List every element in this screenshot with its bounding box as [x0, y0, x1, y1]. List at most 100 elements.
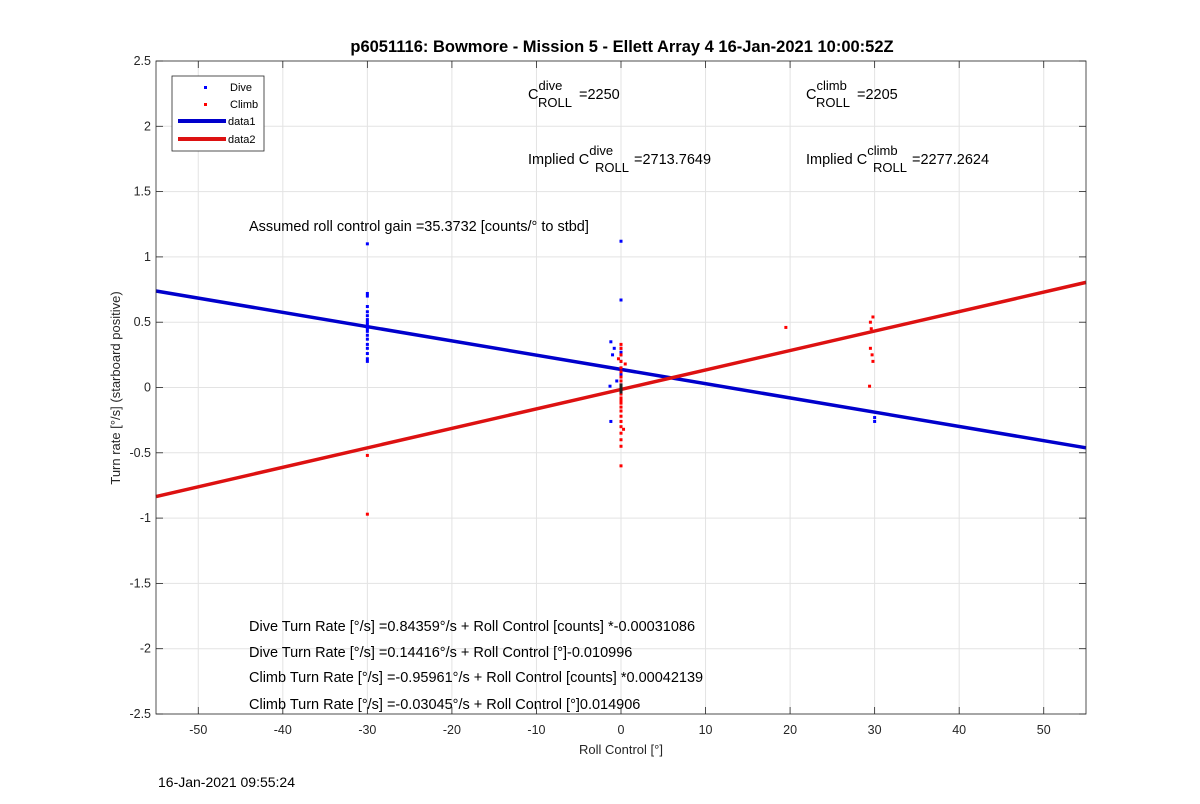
data-point-climb [868, 346, 872, 350]
data-point-climb [619, 375, 623, 379]
data-point-climb [868, 320, 872, 324]
y-tick-label: -2 [140, 642, 151, 656]
annotation-implied-dive-prefix: Implied C [528, 152, 589, 168]
data-point-dive [365, 346, 369, 350]
legend-label-data1: data1 [228, 116, 256, 128]
y-tick-label: 0.5 [134, 315, 151, 329]
data-point-climb [619, 431, 623, 435]
data-point-climb [619, 366, 623, 370]
annotation-implied-dive-sup: dive [589, 143, 613, 158]
data-point-dive [365, 342, 369, 346]
legend: Dive Climb data1 data2 [171, 75, 265, 152]
data-point-dive [619, 372, 623, 376]
annotation-implied-climb: Implied Cclimb ROLL =2277.2624 [806, 143, 989, 175]
data-point-climb [619, 399, 623, 403]
data-point-dive [365, 333, 369, 337]
data-point-climb [616, 357, 620, 361]
annotation-gain: Assumed roll control gain =35.3732 [coun… [249, 219, 589, 235]
annotation-c-climb-value: =2205 [857, 87, 898, 103]
data-point-climb [619, 464, 623, 468]
data-point-climb [619, 409, 623, 413]
data-point-dive [365, 310, 369, 314]
y-tick-label: -0.5 [129, 446, 151, 460]
x-tick-label: 20 [783, 723, 797, 737]
annotation-implied-climb-sub: ROLL [873, 160, 907, 175]
data-point-dive [609, 340, 613, 344]
chart-title: p6051116: Bowmore - Mission 5 - Ellett A… [350, 38, 893, 56]
annotation-implied-climb-value: =2277.2624 [912, 152, 989, 168]
data-point-climb [619, 342, 623, 346]
data-point-dive [619, 239, 623, 243]
data-point-dive [365, 337, 369, 341]
data-point-climb [619, 396, 623, 400]
annotation-c-climb-sup: climb [816, 78, 846, 93]
data-point-climb [619, 438, 623, 442]
y-tick-label: 0 [144, 381, 151, 395]
annotation-implied-dive-sub: ROLL [595, 160, 629, 175]
data-point-dive [365, 318, 369, 322]
data-point-climb [619, 346, 623, 350]
annotation-c-dive-sup: dive [538, 78, 562, 93]
data-point-climb [619, 359, 623, 363]
data-point-dive [365, 329, 369, 333]
data-points [365, 239, 877, 516]
y-axis-label: Turn rate [°/s] (starboard positive) [108, 291, 123, 484]
x-axis-label: Roll Control [°] [579, 742, 663, 757]
data-point-dive [365, 291, 369, 295]
data-point-dive [365, 305, 369, 309]
data-point-dive [365, 242, 369, 246]
data-point-dive [873, 416, 877, 420]
data-point-dive [365, 352, 369, 356]
x-tick-label: 40 [952, 723, 966, 737]
annotation-equation-4: Climb Turn Rate [°/s] =-0.03045°/s + Rol… [249, 697, 640, 713]
x-tick-label: 50 [1037, 723, 1051, 737]
data-point-dive [609, 419, 613, 423]
annotation-c-dive-base: C [528, 87, 538, 103]
data-point-dive [365, 359, 369, 363]
legend-marker-dive [204, 86, 207, 89]
data-point-dive [365, 320, 369, 324]
y-tick-label: -1.5 [129, 576, 151, 590]
annotation-implied-climb-sup: climb [867, 143, 897, 158]
annotation-equation-2: Dive Turn Rate [°/s] =0.14416°/s + Roll … [249, 645, 632, 661]
data-point-climb [619, 353, 623, 357]
axis-ticks: -50 -40 -30 -20 -10 0 10 20 30 40 50-2.5-2-1.5-1-0… [129, 54, 1086, 737]
annotation-c-climb-base: C [806, 87, 816, 103]
data-point-climb [871, 315, 875, 319]
x-tick-label: -50 [189, 723, 207, 737]
footer-timestamp: 16-Jan-2021 09:55:24 [158, 774, 295, 790]
annotation-c-climb: Cclimb ROLL =2205 [806, 78, 898, 110]
data-point-climb [784, 325, 788, 329]
data-point-climb [619, 444, 623, 448]
y-tick-label: 1.5 [134, 185, 151, 199]
data-point-overlap [619, 383, 623, 394]
annotation-c-dive: Cdive ROLL =2250 [528, 78, 620, 110]
data-point-dive [608, 384, 612, 388]
data-point-climb [619, 392, 623, 396]
data-point-climb [868, 384, 872, 388]
x-tick-label: 30 [868, 723, 882, 737]
y-tick-label: 2.5 [134, 54, 151, 68]
data-point-dive [365, 294, 369, 298]
data-point-dive [615, 379, 619, 383]
y-tick-label: -1 [140, 511, 151, 525]
y-tick-label: -2.5 [129, 707, 151, 721]
data-point-dive [365, 323, 369, 327]
x-tick-label: 0 [618, 723, 625, 737]
data-point-dive [365, 314, 369, 318]
legend-label-dive: Dive [230, 82, 252, 94]
annotation-implied-climb-prefix: Implied C [806, 152, 867, 168]
data-point-climb [622, 427, 626, 431]
annotation-equation-3: Climb Turn Rate [°/s] =-0.95961°/s + Rol… [249, 670, 703, 686]
legend-label-data2: data2 [228, 134, 256, 146]
annotation-equation-1: Dive Turn Rate [°/s] =0.84359°/s + Roll … [249, 619, 695, 635]
data-point-climb [869, 327, 873, 331]
data-point-dive [611, 353, 615, 357]
data-point-dive [619, 298, 623, 302]
data-point-climb [871, 359, 875, 363]
data-point-dive [612, 346, 616, 350]
data-point-dive [365, 357, 369, 361]
annotation-implied-dive-value: =2713.7649 [634, 152, 711, 168]
y-tick-label: 1 [144, 250, 151, 264]
data-point-climb [619, 379, 623, 383]
